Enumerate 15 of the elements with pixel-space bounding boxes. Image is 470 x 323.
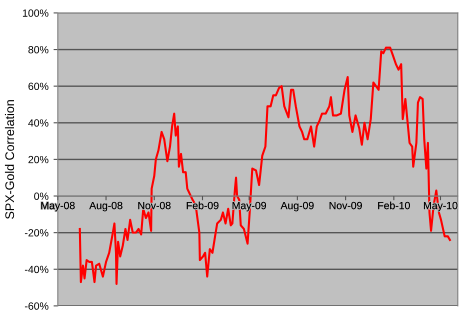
x-tick-label: May-08 [41,202,75,212]
y-tick-label: -20% [24,229,48,237]
y-tick-label: 20% [28,156,48,164]
x-tick-label: Aug-09 [280,202,314,212]
y-tick-label: -60% [24,302,48,310]
y-axis-title: SPX-Gold Correlation [4,100,14,219]
x-tick-label: Nov-09 [330,202,362,210]
x-tick-label: Aug-08 [89,202,122,212]
y-tick-label: 100% [22,9,48,17]
y-tick-label: 0% [34,192,48,200]
x-tick-label: Feb-10 [378,202,410,210]
y-tick-label: 60% [28,82,48,90]
y-tick-label: -40% [24,266,48,274]
y-tick-label: 40% [28,119,48,127]
y-tick-label: 80% [28,46,48,54]
